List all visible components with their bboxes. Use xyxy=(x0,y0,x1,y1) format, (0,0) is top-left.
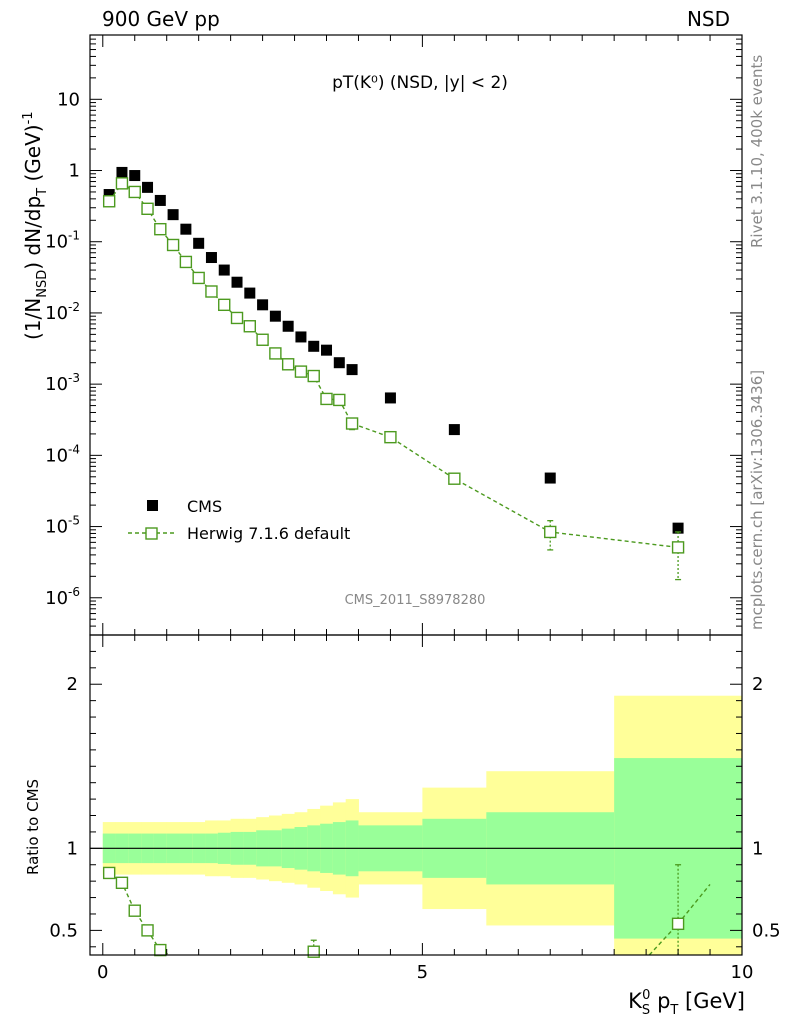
cms-point xyxy=(269,310,281,322)
legend-herwig-marker xyxy=(145,527,158,540)
herwig-point xyxy=(307,369,320,383)
herwig-ratio-point xyxy=(141,924,154,937)
cms-point xyxy=(167,209,179,221)
herwig-point xyxy=(294,365,308,378)
y-tick-label: 1 xyxy=(69,161,80,182)
cms-point xyxy=(333,357,345,369)
ratio-y-tick-label: 1 xyxy=(67,838,78,859)
legend-herwig-label: Herwig 7.1.6 default xyxy=(187,524,350,543)
cms-point xyxy=(180,223,192,235)
herwig-ratio-point xyxy=(307,945,320,958)
x-axis-label: KS0 pT [GeV] xyxy=(628,988,745,1018)
y-tick-label: 10-3 xyxy=(45,371,80,395)
cms-point xyxy=(282,320,294,332)
legend: CMS Herwig 7.1.6 default xyxy=(128,497,350,543)
herwig-point xyxy=(166,238,180,252)
x-tick-label: 0 xyxy=(97,962,108,983)
cms-point xyxy=(295,331,307,343)
ratio-y-tick-label: 2 xyxy=(67,674,78,695)
ratio-y-tick-label: 0.5 xyxy=(49,920,78,941)
rivet-version: Rivet 3.1.10, 400k events xyxy=(748,55,766,248)
ratio-y-tick-label-right: 0.5 xyxy=(752,920,781,941)
herwig-point xyxy=(345,417,359,430)
ratio-y-tick-label-right: 1 xyxy=(752,838,763,859)
main-marks xyxy=(102,166,685,581)
mcplots-credit: mcplots.cern.ch [arXiv:1306.3436] xyxy=(748,370,766,630)
herwig-point xyxy=(205,285,218,298)
ratio-frame xyxy=(89,634,743,956)
y-tick-label: 10-4 xyxy=(45,442,80,466)
cms-point xyxy=(218,264,230,276)
herwig-point xyxy=(141,202,154,215)
herwig-ratio-point xyxy=(154,943,167,957)
ratio-y-axis-label: Ratio to CMS xyxy=(24,779,42,875)
main-title: pT(K⁰) (NSD, |y| < 2) xyxy=(332,73,508,93)
cms-point xyxy=(672,522,684,534)
cms-point xyxy=(154,194,166,206)
cms-point xyxy=(321,344,333,356)
herwig-ratio-point xyxy=(128,904,141,917)
main-y-axis-label: (1/NNSD) dN/dpT (GeV)-1 xyxy=(21,111,50,340)
cms-point xyxy=(544,472,556,484)
herwig-ratio-point xyxy=(671,917,685,931)
herwig-point xyxy=(115,177,129,190)
herwig-point xyxy=(192,271,205,285)
header-right: NSD xyxy=(687,7,730,31)
herwig-point xyxy=(544,525,557,539)
herwig-point xyxy=(256,333,269,346)
y-tick-label: 10-5 xyxy=(45,514,80,538)
main-panel: pT(K⁰) (NSD, |y| < 2) CMS_2011_S8978280 … xyxy=(21,34,743,636)
herwig-ratio-point xyxy=(102,866,116,880)
cms-point xyxy=(231,276,243,288)
herwig-point xyxy=(218,298,231,312)
y-tick-label: 10-6 xyxy=(45,585,80,609)
herwig-point xyxy=(671,541,685,554)
cms-point xyxy=(142,181,154,193)
cms-point xyxy=(346,364,358,376)
herwig-point xyxy=(333,393,346,407)
herwig-point xyxy=(179,255,193,269)
ratio-bands xyxy=(102,695,743,955)
herwig-point xyxy=(128,185,141,199)
cms-point xyxy=(384,392,396,404)
cms-point xyxy=(116,166,128,178)
main-frame xyxy=(89,34,743,636)
x-tick-label: 10 xyxy=(731,962,754,983)
y-tick-label: 10 xyxy=(57,89,80,110)
herwig-point xyxy=(102,195,116,208)
herwig-point xyxy=(384,430,397,444)
y-tick-label: 10-1 xyxy=(45,229,80,253)
cms-point xyxy=(448,424,460,436)
cms-point xyxy=(244,287,256,299)
herwig-point xyxy=(320,392,333,406)
header-left: 900 GeV pp xyxy=(102,7,220,31)
herwig-point xyxy=(230,311,244,325)
cms-point xyxy=(193,237,205,249)
legend-cms-marker xyxy=(147,500,158,511)
cms-point xyxy=(205,252,217,264)
cms-point xyxy=(257,299,269,311)
herwig-ratio-line xyxy=(108,872,171,956)
y-tick-label: 10-2 xyxy=(45,300,80,324)
herwig-point xyxy=(154,222,167,236)
herwig-point xyxy=(448,472,461,485)
cms-point xyxy=(308,340,320,352)
ratio-ticks: 0.5 0.5 1 1 2 2 0 5 10 xyxy=(49,635,781,983)
herwig-point xyxy=(269,347,282,360)
legend-cms-label: CMS xyxy=(187,497,222,516)
ratio-marks xyxy=(102,864,711,958)
herwig-point xyxy=(243,320,257,333)
ratio-panel: 0.5 0.5 1 1 2 2 0 5 10 Ratio to CMS KS0 pT [GeV] xyxy=(24,634,781,1018)
cms-point xyxy=(129,170,141,182)
herwig-ratio-point xyxy=(115,876,129,889)
main-ticks: 10-6 10-5 10-4 10-3 10-2 10-1 1 10 xyxy=(45,34,743,636)
watermark: CMS_2011_S8978280 xyxy=(345,593,486,608)
cms-point xyxy=(103,189,115,201)
ratio-y-tick-label-right: 2 xyxy=(752,674,763,695)
herwig-point xyxy=(281,358,295,371)
x-tick-label: 5 xyxy=(417,962,428,983)
